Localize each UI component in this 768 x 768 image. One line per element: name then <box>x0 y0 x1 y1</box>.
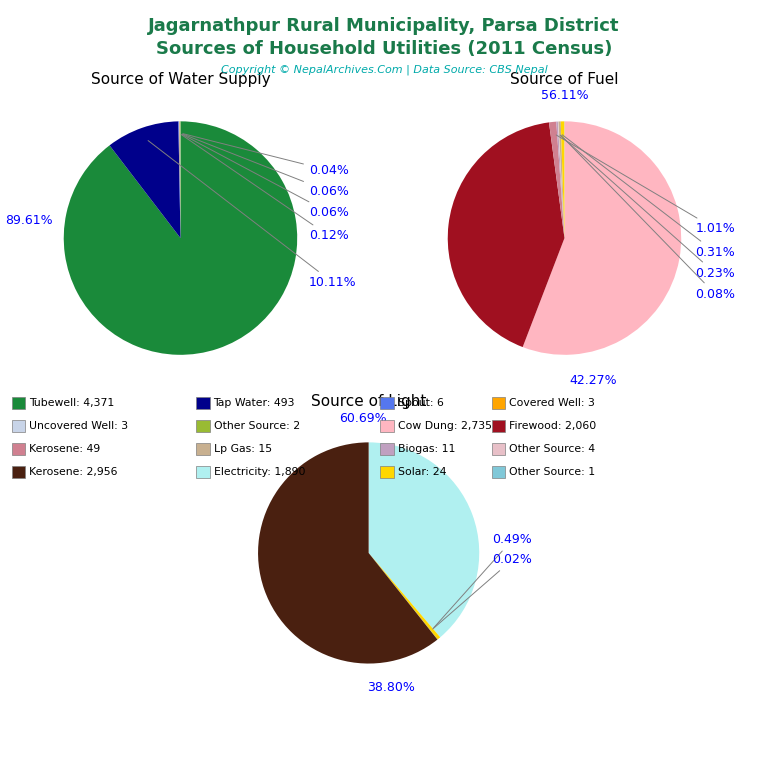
Wedge shape <box>110 121 180 238</box>
Wedge shape <box>178 121 180 238</box>
Text: Tubewell: 4,371: Tubewell: 4,371 <box>29 398 114 409</box>
Text: Covered Well: 3: Covered Well: 3 <box>509 398 595 409</box>
Wedge shape <box>549 121 564 238</box>
Wedge shape <box>369 553 440 640</box>
Text: 0.04%: 0.04% <box>183 134 349 177</box>
Title: Source of Fuel: Source of Fuel <box>510 72 619 87</box>
Text: 1.01%: 1.01% <box>556 135 735 235</box>
Text: 0.02%: 0.02% <box>432 553 532 629</box>
Text: 56.11%: 56.11% <box>541 89 588 102</box>
Text: Electricity: 1,890: Electricity: 1,890 <box>214 467 305 478</box>
Text: Kerosene: 2,956: Kerosene: 2,956 <box>29 467 118 478</box>
Text: 0.23%: 0.23% <box>560 135 735 280</box>
Text: Copyright © NepalArchives.Com | Data Source: CBS Nepal: Copyright © NepalArchives.Com | Data Sou… <box>220 65 548 75</box>
Text: Cow Dung: 2,735: Cow Dung: 2,735 <box>398 421 492 432</box>
Wedge shape <box>523 121 681 355</box>
Title: Source of Water Supply: Source of Water Supply <box>91 72 270 87</box>
Text: Firewood: 2,060: Firewood: 2,060 <box>509 421 597 432</box>
Wedge shape <box>369 442 479 637</box>
Text: 0.49%: 0.49% <box>434 533 532 627</box>
Text: 0.08%: 0.08% <box>561 135 735 300</box>
Wedge shape <box>179 121 180 238</box>
Text: 0.06%: 0.06% <box>183 134 349 198</box>
Text: Spout: 6: Spout: 6 <box>398 398 444 409</box>
Text: Uncovered Well: 3: Uncovered Well: 3 <box>29 421 128 432</box>
Text: 38.80%: 38.80% <box>367 681 415 694</box>
Text: 0.12%: 0.12% <box>181 134 349 242</box>
Text: 0.31%: 0.31% <box>562 135 735 259</box>
Wedge shape <box>64 121 297 355</box>
Text: 60.69%: 60.69% <box>339 412 387 425</box>
Text: 42.27%: 42.27% <box>570 374 617 387</box>
Wedge shape <box>561 121 564 238</box>
Wedge shape <box>556 121 564 238</box>
Wedge shape <box>558 121 564 238</box>
Text: Lp Gas: 15: Lp Gas: 15 <box>214 444 272 455</box>
Text: Jagarnathpur Rural Municipality, Parsa District: Jagarnathpur Rural Municipality, Parsa D… <box>148 17 620 35</box>
Wedge shape <box>369 553 438 640</box>
Text: Kerosene: 49: Kerosene: 49 <box>29 444 101 455</box>
Text: 10.11%: 10.11% <box>148 141 356 289</box>
Text: 89.61%: 89.61% <box>5 214 52 227</box>
Wedge shape <box>448 122 564 347</box>
Text: 0.06%: 0.06% <box>182 134 349 219</box>
Wedge shape <box>558 121 564 238</box>
Text: Tap Water: 493: Tap Water: 493 <box>214 398 295 409</box>
Text: Other Source: 4: Other Source: 4 <box>509 444 595 455</box>
Text: Solar: 24: Solar: 24 <box>398 467 446 478</box>
Text: Other Source: 2: Other Source: 2 <box>214 421 300 432</box>
Text: Other Source: 1: Other Source: 1 <box>509 467 595 478</box>
Text: Biogas: 11: Biogas: 11 <box>398 444 455 455</box>
Text: Sources of Household Utilities (2011 Census): Sources of Household Utilities (2011 Cen… <box>156 40 612 58</box>
Title: Source of Light: Source of Light <box>311 395 426 409</box>
Wedge shape <box>258 442 438 664</box>
